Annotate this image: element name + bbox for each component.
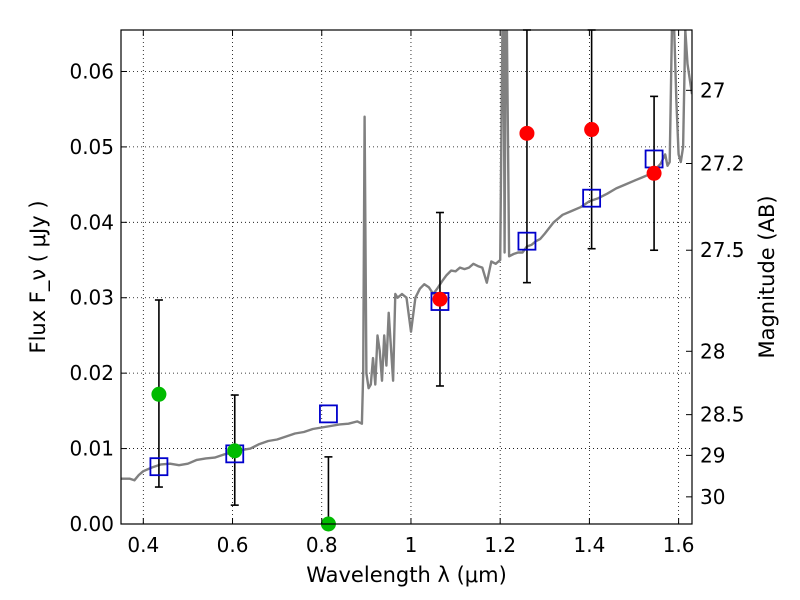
right-tick-label: 30 <box>700 485 725 509</box>
y-tick-label: 0.05 <box>69 135 114 159</box>
model-flux-square <box>319 404 338 424</box>
right-tick-label: 28.5 <box>700 403 745 427</box>
y-tick-label: 0.01 <box>69 437 114 461</box>
y-tick-label: 0.00 <box>69 512 114 536</box>
model-flux-square <box>517 231 537 251</box>
right-tick-label: 27.5 <box>700 238 745 262</box>
markers <box>149 29 664 532</box>
model-flux-square <box>149 457 169 477</box>
x-tick-label: 1.4 <box>573 533 605 557</box>
plot-frame <box>120 29 693 525</box>
observed-flux-green-point <box>151 386 167 402</box>
right-tick-label: 28 <box>700 339 725 363</box>
axes: 0.4 0.6 0.8 1 1.2 1.4 1.6 0.00 0.01 0.02 0.03 0.04 0… <box>69 30 745 557</box>
x-axis-title: Wavelength λ (μm) <box>306 563 507 587</box>
observed-flux-green-point <box>227 443 243 459</box>
x-tick-label: 0.8 <box>306 533 338 557</box>
y-tick-label: 0.04 <box>69 210 114 234</box>
spectrum-line <box>121 30 692 482</box>
x-tick-label: 1 <box>405 533 418 557</box>
observed-flux-red-point <box>584 122 600 138</box>
observed-flux-red-point <box>519 125 535 141</box>
model-flux-square <box>582 188 602 208</box>
right-tick-label: 27.2 <box>700 151 745 175</box>
y-tick-label: 0.02 <box>69 361 114 385</box>
right-tick-label: 29 <box>700 443 725 467</box>
x-tick-label: 1.2 <box>484 533 516 557</box>
x-tick-label: 0.4 <box>127 533 159 557</box>
y-tick-label: 0.03 <box>69 286 114 310</box>
x-tick-label: 0.6 <box>217 533 249 557</box>
right-axis-title: Magnitude (AB) <box>755 195 779 358</box>
observed-flux-red-point <box>432 291 448 307</box>
right-tick-label: 27 <box>700 78 725 102</box>
y-axis-title: Flux F_ν ( μJy ) <box>26 200 51 353</box>
plot-area <box>121 30 692 482</box>
y-tick-label: 0.06 <box>69 59 114 83</box>
observed-flux-red-point <box>646 165 662 181</box>
x-tick-label: 1.6 <box>663 533 695 557</box>
